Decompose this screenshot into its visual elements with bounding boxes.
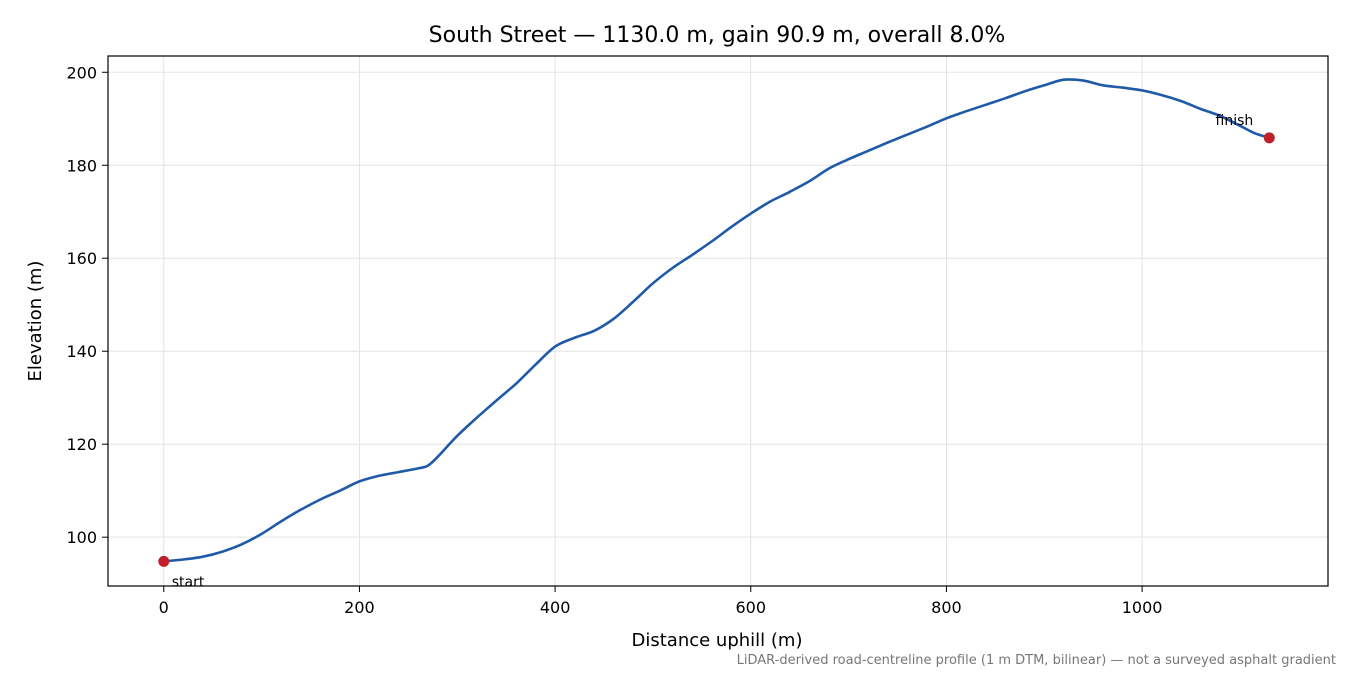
- chart-title: South Street — 1130.0 m, gain 90.9 m, ov…: [429, 23, 1006, 48]
- y-tick-label: 200: [66, 63, 97, 82]
- x-tick-label: 600: [736, 598, 767, 617]
- start-label: start: [172, 574, 205, 590]
- footnote: LiDAR-derived road-centreline profile (1…: [737, 653, 1336, 668]
- start-marker: [158, 555, 170, 567]
- x-axis-label: Distance uphill (m): [632, 630, 803, 651]
- y-tick-label: 120: [66, 435, 97, 454]
- grid-lines: [108, 56, 1328, 586]
- y-tick-label: 100: [66, 528, 97, 547]
- x-tick-label: 0: [159, 598, 169, 617]
- y-tick-label: 160: [66, 249, 97, 268]
- y-tick-label: 180: [66, 156, 97, 175]
- x-tick-label: 400: [540, 598, 571, 617]
- y-axis-ticks: 100 120 140 160 180 200: [66, 63, 108, 547]
- finish-label: finish: [1216, 113, 1254, 129]
- start-finish-markers: start finish: [158, 113, 1275, 590]
- elevation-profile-line: [162, 78, 1271, 563]
- plot-area-frame: [107, 55, 1329, 587]
- x-tick-label: 800: [931, 598, 962, 617]
- y-tick-label: 140: [66, 342, 97, 361]
- finish-marker: [1263, 132, 1275, 144]
- x-axis-ticks: 0 200 400 600 800 1000: [159, 586, 1163, 617]
- x-tick-label: 1000: [1122, 598, 1163, 617]
- y-axis-label: Elevation (m): [25, 261, 46, 382]
- x-tick-label: 200: [344, 598, 375, 617]
